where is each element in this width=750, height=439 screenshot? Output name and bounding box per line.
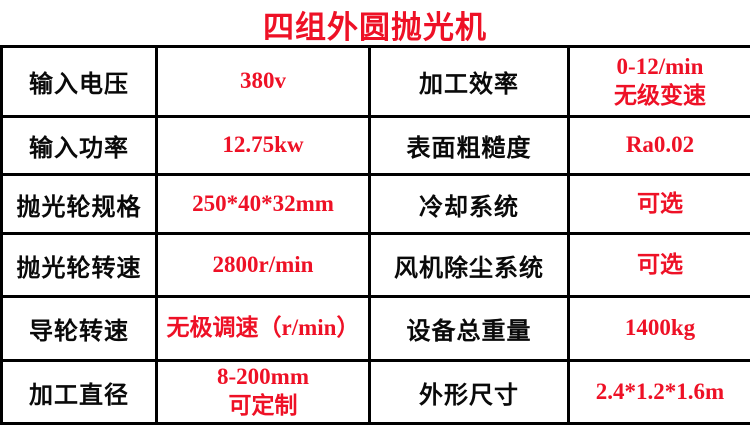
spec-label-dimensions: 外形尺寸 bbox=[371, 362, 567, 422]
spec-value-dimensions: 2.4*1.2*1.6m bbox=[570, 362, 750, 422]
spec-label-total-weight: 设备总重量 bbox=[371, 298, 567, 359]
spec-table: 输入电压 380v 加工效率 0-12/min 无级变速 输入功率 12.75k… bbox=[0, 45, 750, 425]
spec-label-guide-wheel-speed: 导轮转速 bbox=[3, 298, 155, 359]
spec-value-roughness: Ra0.02 bbox=[570, 118, 750, 173]
spec-label-wheel-speed: 抛光轮转速 bbox=[3, 235, 155, 295]
spec-value-input-voltage: 380v bbox=[158, 48, 368, 115]
spec-value-wheel-size: 250*40*32mm bbox=[158, 176, 368, 232]
spec-label-input-voltage: 输入电压 bbox=[3, 48, 155, 115]
spec-label-work-diameter: 加工直径 bbox=[3, 362, 155, 422]
spec-value-guide-wheel-speed: 无极调速（r/min） bbox=[158, 298, 368, 359]
spec-value-total-weight: 1400kg bbox=[570, 298, 750, 359]
spec-label-roughness: 表面粗糙度 bbox=[371, 118, 567, 173]
spec-label-efficiency: 加工效率 bbox=[371, 48, 567, 115]
spec-label-dust-removal: 风机除尘系统 bbox=[371, 235, 567, 295]
spec-value-work-diameter: 8-200mm 可定制 bbox=[158, 362, 368, 422]
spec-value-dust-removal: 可选 bbox=[570, 235, 750, 295]
spec-value-input-power: 12.75kw bbox=[158, 118, 368, 173]
spec-label-cooling-system: 冷却系统 bbox=[371, 176, 567, 232]
spec-value-wheel-speed: 2800r/min bbox=[158, 235, 368, 295]
spec-value-efficiency: 0-12/min 无级变速 bbox=[570, 48, 750, 115]
spec-value-cooling-system: 可选 bbox=[570, 176, 750, 232]
page-title: 四组外圆抛光机 bbox=[263, 10, 487, 45]
spec-label-wheel-size: 抛光轮规格 bbox=[3, 176, 155, 232]
spec-label-input-power: 输入功率 bbox=[3, 118, 155, 173]
